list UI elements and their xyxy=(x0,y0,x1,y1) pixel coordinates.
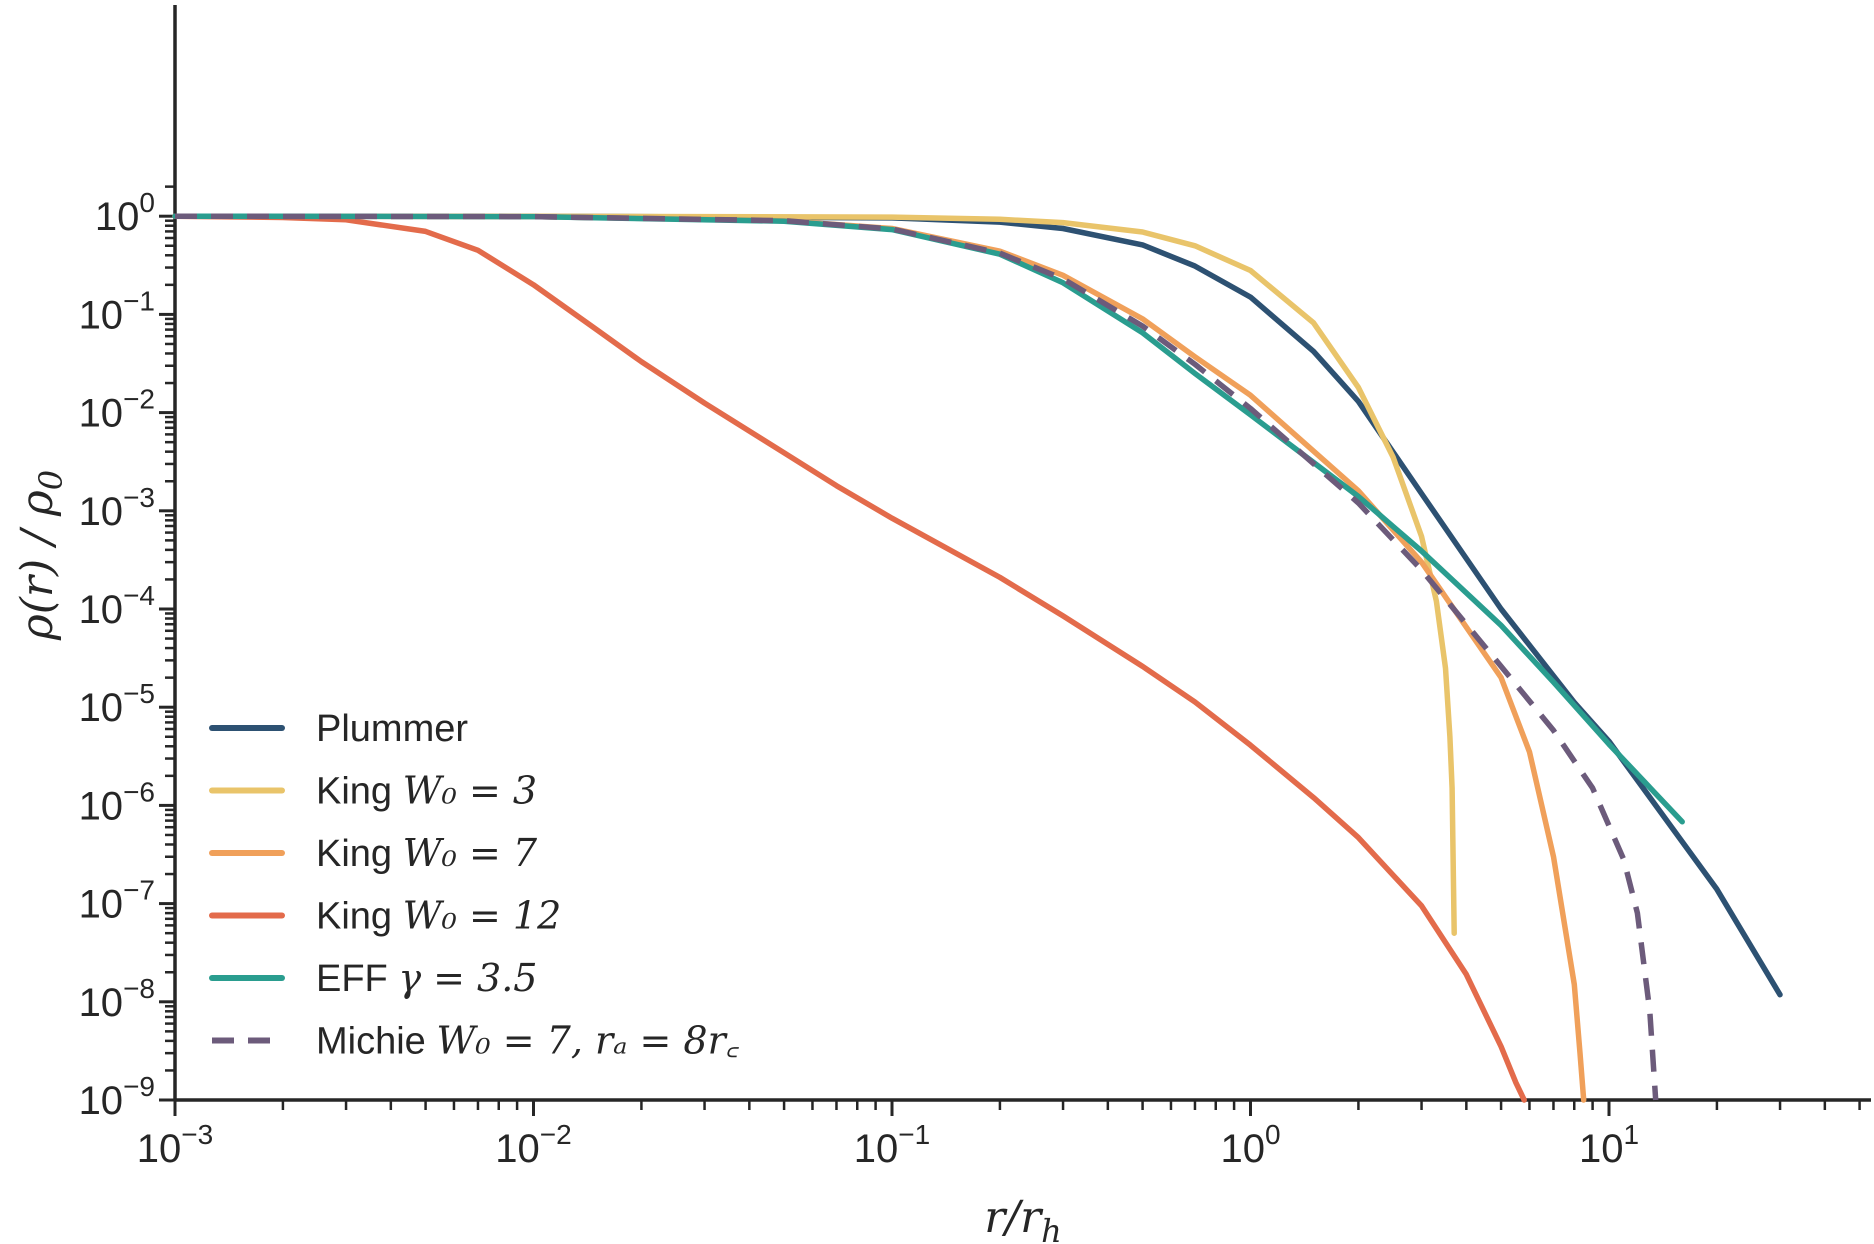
series-line-0 xyxy=(172,213,1783,998)
y-tick-label: 10−8 xyxy=(79,973,155,1025)
y-tick-label: 10−1 xyxy=(79,285,155,337)
x-tick-label: 10−1 xyxy=(854,1119,930,1171)
x-tick-label: 100 xyxy=(1220,1119,1280,1171)
y-tick-label: 10−7 xyxy=(79,875,155,927)
legend-label-5: Michie W₀ = 7, rₐ = 8r꜀ xyxy=(316,1019,740,1063)
y-tick-label: 10−9 xyxy=(79,1071,155,1123)
x-major-ticks xyxy=(173,1100,1611,1116)
y-tick-label: 10−4 xyxy=(79,580,155,632)
legend-label-1: King W₀ = 3 xyxy=(316,769,537,813)
y-tick-label: 100 xyxy=(95,187,155,239)
series-line-3 xyxy=(172,213,1527,1103)
x-tick-label: 10−3 xyxy=(137,1119,213,1171)
y-tick-label: 10−6 xyxy=(79,776,155,828)
x-tick-label: 10−2 xyxy=(495,1119,571,1171)
legend-label-3: King W₀ = 12 xyxy=(316,894,561,938)
x-tick-label: 101 xyxy=(1579,1119,1639,1171)
y-tick-label: 10−5 xyxy=(79,678,155,730)
y-axis-label: ρ(r) / ρ0 xyxy=(12,470,70,641)
legend-label-2: King W₀ = 7 xyxy=(316,831,538,875)
legend-label-4: EFF γ = 3.5 xyxy=(316,956,537,1000)
x-tick-labels: 10−3 10−2 10−1 100 101 xyxy=(137,1119,1639,1171)
y-major-ticks xyxy=(159,214,175,1102)
series-line-1 xyxy=(172,213,1457,936)
y-tick-label: 10−2 xyxy=(79,384,155,436)
legend: Plummer King W₀ = 3 King W₀ = 7 King W₀ = 1… xyxy=(209,708,740,1063)
series-lines xyxy=(172,213,1783,1103)
y-tick-labels: 100 10−1 10−2 10−3 10−4 10−5 10−6 10−7 10−8 10−9 xyxy=(79,187,155,1123)
x-axis-label: r/rh xyxy=(984,1192,1062,1244)
y-tick-label: 10−3 xyxy=(79,482,155,534)
legend-label-0: Plummer xyxy=(316,708,468,750)
series-line-5 xyxy=(174,213,1659,1101)
